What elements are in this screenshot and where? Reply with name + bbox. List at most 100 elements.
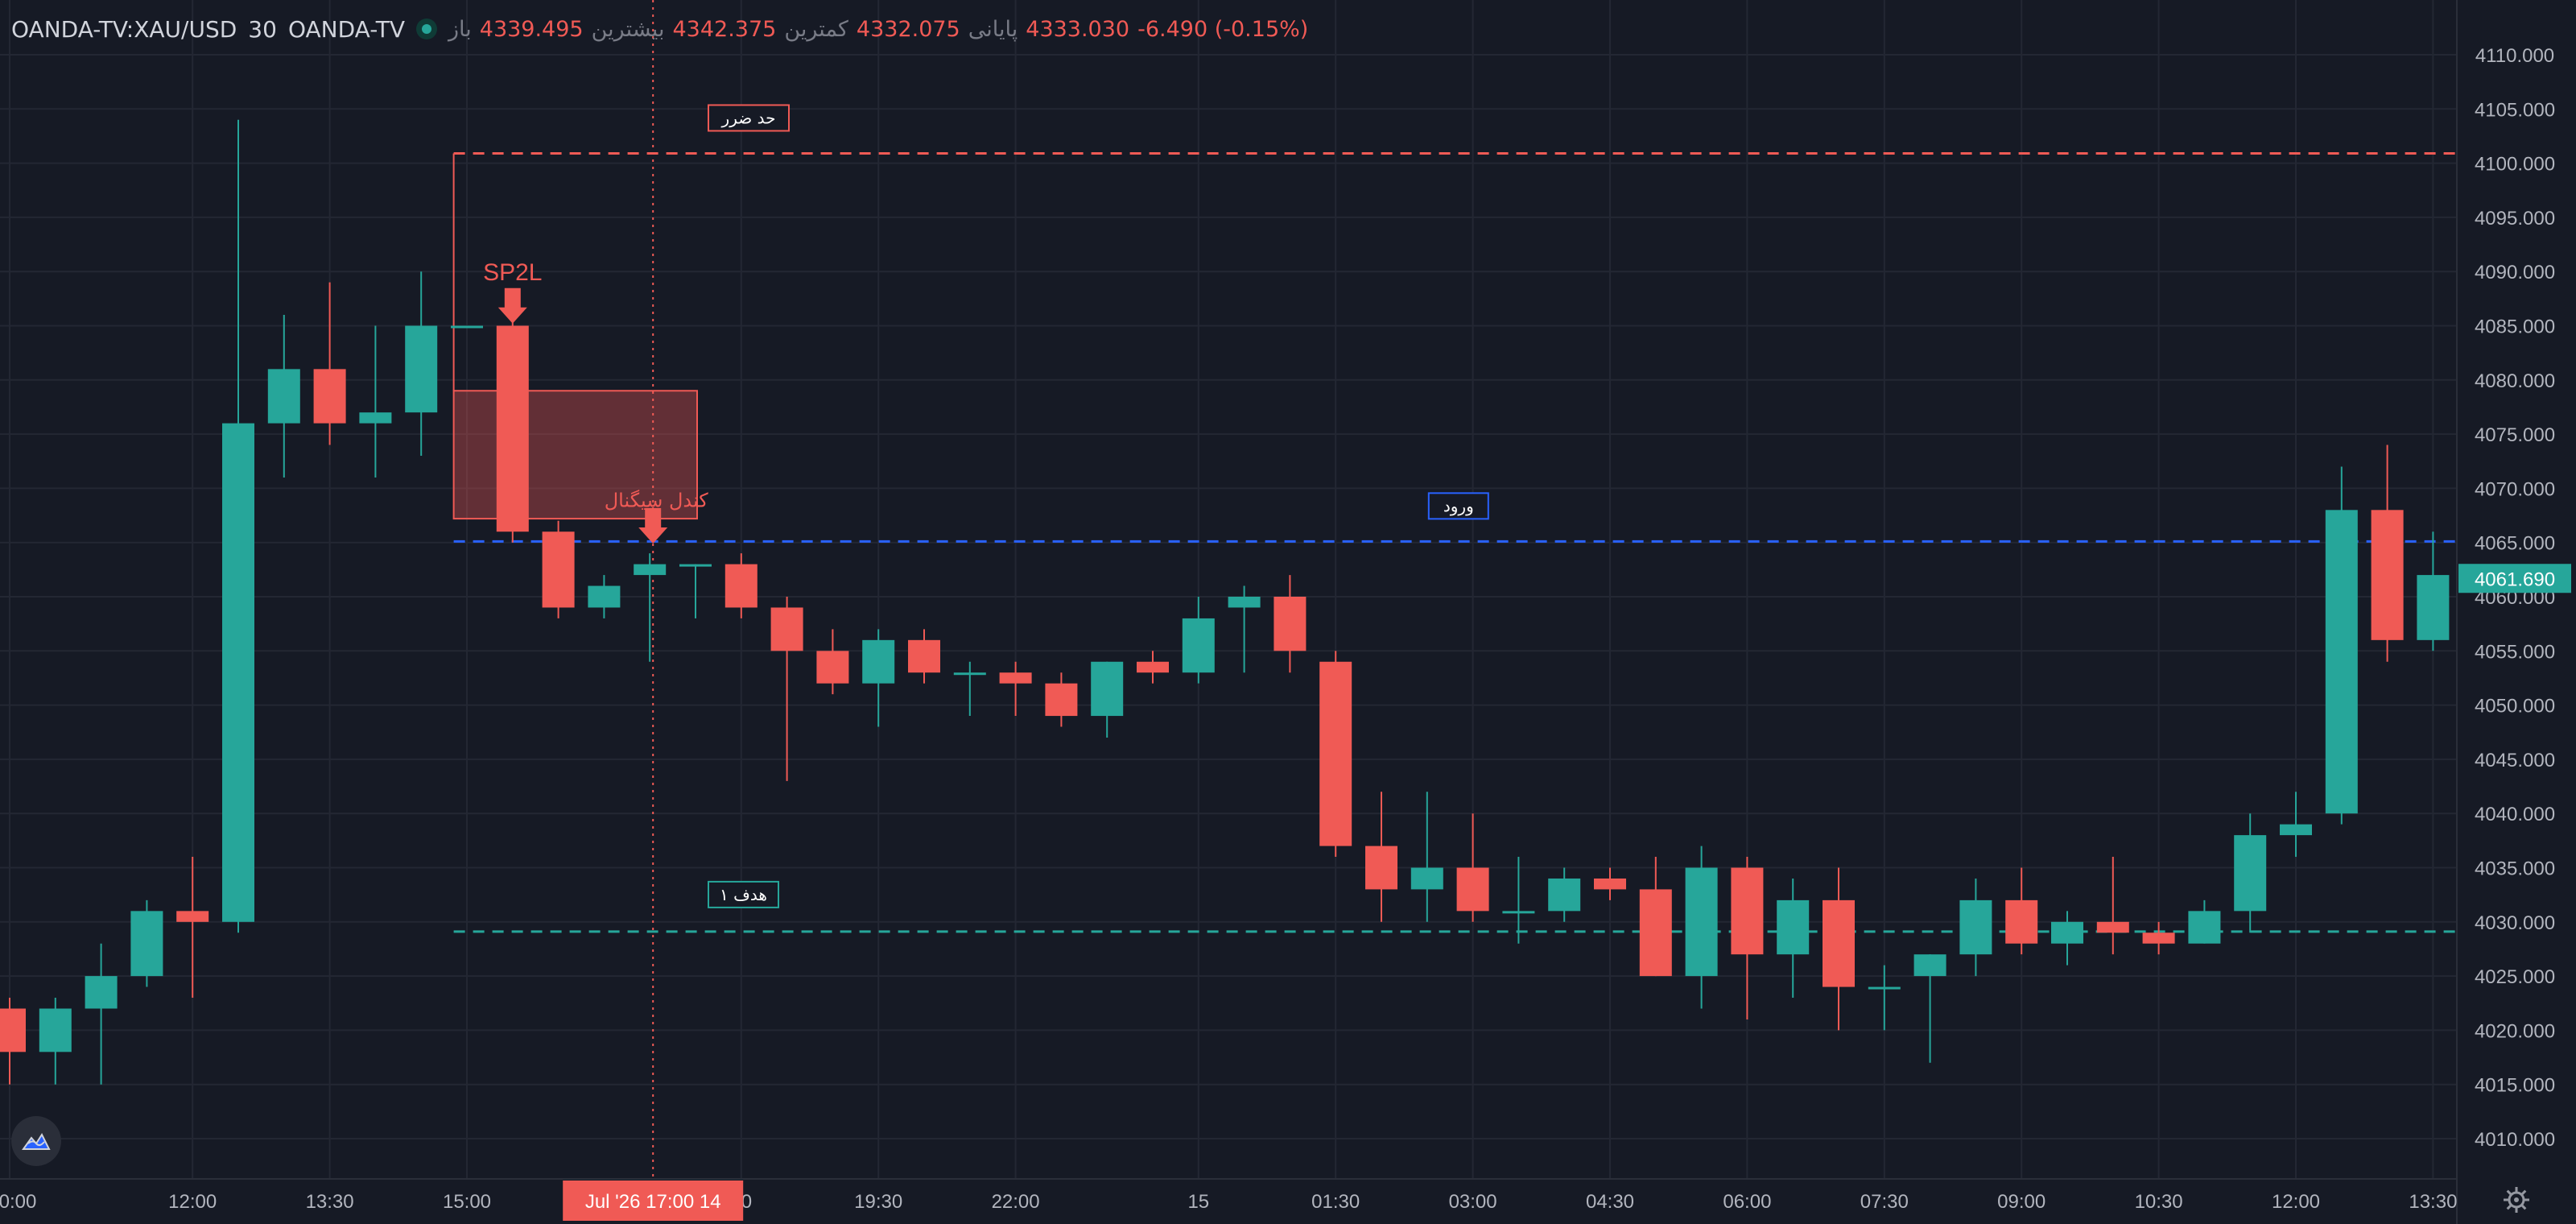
- candle: [2234, 813, 2267, 933]
- candle: [1777, 878, 1810, 999]
- candle-body: [1502, 911, 1535, 914]
- symbol-name[interactable]: OANDA-TV:XAU/USD: [11, 15, 237, 43]
- candle: [1274, 575, 1307, 673]
- candle: [1410, 792, 1443, 922]
- time-tick-label: 12:00: [2272, 1191, 2320, 1213]
- price-tick-label: 4015.000: [2475, 1075, 2555, 1097]
- candle-body: [679, 564, 712, 567]
- candle: [953, 661, 986, 717]
- data-source: OANDA-TV: [287, 15, 405, 43]
- candle-body: [496, 325, 529, 532]
- price-tick-label: 4010.000: [2475, 1129, 2555, 1151]
- candle: [2417, 531, 2450, 651]
- candle: [679, 564, 712, 618]
- candle: [1091, 661, 1124, 738]
- interval-label[interactable]: 30: [248, 15, 277, 43]
- price-tick-label: 4075.000: [2475, 424, 2555, 446]
- signal-candle-label: کندل سیگنال: [605, 489, 709, 511]
- market-status-icon[interactable]: [415, 19, 437, 39]
- candle: [1502, 857, 1535, 944]
- candle: [39, 998, 72, 1085]
- candle-body: [1274, 597, 1307, 651]
- close-value: 4333.030: [1026, 16, 1130, 42]
- candle: [1594, 867, 1626, 900]
- price-tick-label: 4040.000: [2475, 804, 2555, 825]
- candle-body: [1319, 661, 1352, 846]
- candle: [1913, 954, 1946, 1063]
- candle-body: [1823, 899, 1855, 987]
- candle: [85, 943, 118, 1085]
- time-tick-label: 15:00: [443, 1191, 491, 1213]
- candle-body: [1548, 878, 1581, 912]
- candle: [2096, 857, 2129, 955]
- time-tick-label: 0:00: [0, 1191, 36, 1213]
- candle-body: [359, 412, 392, 424]
- candle: [588, 575, 621, 618]
- time-tick-label: 07:30: [1860, 1191, 1909, 1213]
- candle: [1823, 867, 1855, 1031]
- low-label: کمترین: [784, 16, 848, 42]
- candle-body: [816, 651, 849, 684]
- candle: [176, 857, 209, 999]
- candle-body: [1182, 618, 1215, 673]
- candle: [1045, 672, 1078, 727]
- candle-body: [2188, 911, 2221, 944]
- candle: [2142, 921, 2175, 955]
- candle: [1182, 597, 1215, 684]
- candle: [2371, 445, 2404, 662]
- open-value: 4339.495: [479, 16, 584, 42]
- candle: [999, 661, 1032, 717]
- candle: [1137, 651, 1169, 684]
- candle-body: [1913, 954, 1946, 977]
- time-tick-label: 03:00: [1449, 1191, 1497, 1213]
- price-tick-label: 4020.000: [2475, 1020, 2555, 1042]
- candle: [2188, 899, 2221, 944]
- candle: [724, 553, 758, 618]
- candle-body: [770, 607, 803, 651]
- candle-body: [130, 911, 163, 977]
- candle: [2280, 792, 2312, 858]
- low-value: 4332.075: [856, 16, 960, 42]
- time-axis: 0:0012:0013:3015:000019:3022:001501:3003…: [0, 1191, 2457, 1213]
- ohlc-values: باز 4339.495 بیشترین 4342.375 کمترین 433…: [448, 17, 1308, 42]
- candle-body: [176, 911, 209, 922]
- price-tick-label: 4045.000: [2475, 750, 2555, 771]
- candle-body: [222, 423, 254, 922]
- tradingview-cloud-icon[interactable]: [11, 1116, 61, 1166]
- stop-loss-tag-text: حد ضرر: [721, 108, 776, 127]
- entry-tag: ورود: [1427, 492, 1489, 520]
- candle-body: [953, 672, 986, 676]
- candle-body: [1091, 661, 1124, 717]
- candle: [1639, 857, 1672, 977]
- candles: [0, 119, 2450, 1085]
- candle-body: [1868, 986, 1901, 990]
- close-label: پایانی: [968, 16, 1018, 42]
- time-tick-label: 13:30: [306, 1191, 354, 1213]
- candle-body: [2005, 899, 2038, 944]
- candle-body: [1137, 661, 1169, 673]
- candle-body: [1639, 889, 1672, 977]
- candle-body: [2142, 932, 2175, 944]
- candle: [1959, 878, 1992, 977]
- candle-body: [2234, 835, 2267, 912]
- price-tick-label: 4055.000: [2475, 641, 2555, 663]
- time-tick-label: 09:00: [1997, 1191, 2046, 1213]
- price-tick-label: 4095.000: [2475, 208, 2555, 229]
- time-tick-label: 15: [1187, 1191, 1209, 1213]
- last-price-badge: [2458, 564, 2571, 593]
- candle-body: [1410, 867, 1443, 890]
- candle: [267, 315, 300, 478]
- candle-body: [2280, 824, 2312, 836]
- price-tick-label: 4050.000: [2475, 696, 2555, 717]
- price-tick-label: 4085.000: [2475, 316, 2555, 338]
- symbol-header: OANDA-TV:XAU/USD 30 OANDA-TV باز 4339.49…: [11, 11, 1308, 47]
- price-tick-label: 4030.000: [2475, 912, 2555, 934]
- candle-body: [999, 672, 1032, 684]
- candle: [313, 282, 346, 445]
- candle-body: [0, 1008, 26, 1052]
- candle: [2005, 867, 2038, 955]
- price-tick-label: 4105.000: [2475, 99, 2555, 121]
- candle: [908, 629, 940, 684]
- gear-icon[interactable]: [2502, 1185, 2531, 1214]
